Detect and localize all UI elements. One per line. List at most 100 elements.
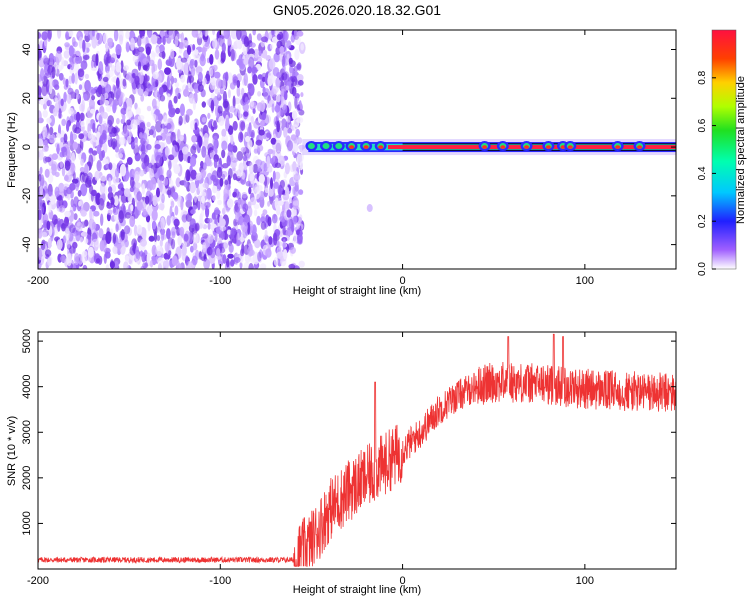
noise-blob [160,228,165,242]
noise-blob [71,133,77,141]
noise-blob [220,58,225,64]
noise-blob [57,94,61,107]
noise-blob [200,160,204,169]
noise-blob [270,137,277,145]
noise-blob [222,207,226,215]
noise-blob [284,162,290,175]
noise-blob [63,91,67,103]
noise-blob [113,195,119,207]
noise-blob [262,50,267,59]
noise-blob [102,32,108,44]
noise-blob [283,44,287,55]
noise-blob [157,115,163,124]
noise-blob [78,200,82,207]
noise-blob [221,140,228,151]
noise-blob [118,34,124,45]
noise-blob [155,120,163,133]
noise-blob [248,263,254,269]
noise-blob [134,138,138,149]
noise-blob [110,138,118,150]
noise-blob [170,131,176,144]
noise-blob [39,174,45,187]
noise-blob [178,226,185,236]
noise-blob [180,198,184,211]
noise-blob [87,246,94,258]
noise-blob [164,67,171,75]
noise-blob [219,214,223,220]
noise-blob [89,98,95,110]
noise-blob [129,215,136,228]
noise-blob [49,114,55,127]
noise-blob [74,56,81,64]
noise-blob [243,215,248,227]
noise-blob [215,78,222,89]
noise-blob [150,125,156,132]
noise-blob [162,35,166,46]
noise-blob [266,132,271,139]
noise-blob [58,72,64,81]
noise-blob [236,30,242,40]
noise-blob [134,75,140,86]
noise-blob [75,111,81,123]
noise-blob [168,160,172,170]
noise-blob [49,126,54,136]
noise-blob [279,180,285,189]
noise-blob [70,162,76,175]
noise-blob [102,76,109,82]
noise-blob [73,196,79,208]
noise-blob [212,95,219,107]
noise-blob [190,66,196,77]
noise-blob [286,209,292,218]
noise-blob [283,249,288,260]
noise-blob [183,233,189,242]
noise-blob [56,143,60,155]
noise-blob [130,119,138,130]
noise-blob [276,150,282,158]
noise-blob [181,252,187,261]
noise-blob [252,108,256,114]
noise-blob [200,169,206,179]
noise-blob [125,31,130,39]
noise-blob [156,37,162,45]
noise-blob [297,79,304,86]
noise-blob [275,77,281,88]
snr-frame [37,331,677,570]
noise-blob [88,147,94,153]
noise-blob [252,163,259,174]
noise-blob [38,85,42,97]
noise-blob [72,41,78,48]
noise-blob [75,93,80,100]
noise-blob [180,74,186,83]
noise-blob [60,255,66,263]
noise-blob [105,251,111,259]
noise-blob [108,97,114,107]
noise-blob [189,218,196,229]
noise-blob [88,218,95,231]
noise-blob [272,85,279,94]
noise-blob [57,30,62,39]
noise-blob [283,126,288,138]
noise-blob [79,112,85,122]
noise-blob [148,194,152,206]
noise-blob [60,137,65,143]
noise-blob [44,168,50,178]
noise-blob [92,238,99,246]
noise-blob [256,33,262,41]
noise-blob [104,84,112,94]
noise-blob [164,147,170,156]
noise-blob [212,38,218,49]
noise-blob [44,63,48,71]
noise-blob [213,71,221,79]
noise-blob [54,84,60,90]
noise-blob [275,47,281,55]
noise-blob [248,162,254,174]
noise-blob [211,212,216,220]
noise-blob [291,222,295,233]
noise-blob [241,192,248,199]
noise-blob [241,87,245,96]
noise-blob [257,251,262,262]
noise-blob [41,31,48,41]
noise-blob [260,120,264,129]
noise-blob [98,228,104,239]
noise-blob [177,235,183,247]
